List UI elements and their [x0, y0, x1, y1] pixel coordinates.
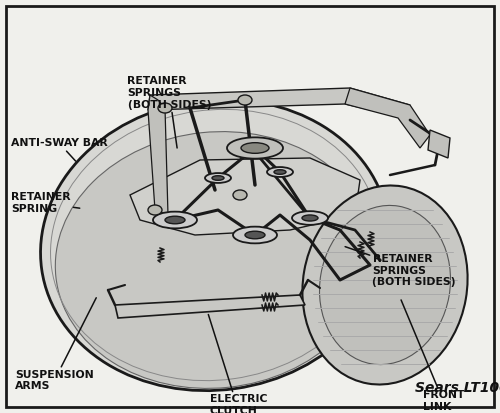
- Ellipse shape: [238, 95, 252, 105]
- Ellipse shape: [302, 185, 468, 385]
- Ellipse shape: [148, 205, 162, 215]
- Polygon shape: [428, 130, 450, 158]
- Text: SUSPENSION
ARMS: SUSPENSION ARMS: [15, 298, 96, 391]
- Ellipse shape: [153, 211, 197, 228]
- Text: FRONT
LINK: FRONT LINK: [401, 300, 464, 412]
- Ellipse shape: [241, 142, 269, 153]
- Ellipse shape: [165, 216, 185, 224]
- Ellipse shape: [227, 138, 283, 159]
- Ellipse shape: [212, 176, 224, 180]
- Text: RETAINER
SPRINGS
(BOTH SIDES): RETAINER SPRINGS (BOTH SIDES): [345, 247, 456, 287]
- Text: ELECTRIC
CLUTCH
PULLEY: ELECTRIC CLUTCH PULLEY: [208, 314, 268, 413]
- Ellipse shape: [205, 173, 231, 183]
- Ellipse shape: [274, 170, 286, 174]
- Ellipse shape: [233, 190, 247, 200]
- Ellipse shape: [40, 100, 390, 391]
- Text: ANTI-SWAY BAR: ANTI-SWAY BAR: [11, 138, 108, 161]
- Ellipse shape: [267, 167, 293, 177]
- Ellipse shape: [302, 215, 318, 221]
- Ellipse shape: [233, 227, 277, 243]
- Text: RETAINER
SPRINGS
(BOTH SIDES): RETAINER SPRINGS (BOTH SIDES): [128, 76, 211, 148]
- Polygon shape: [148, 88, 410, 118]
- Ellipse shape: [292, 211, 328, 225]
- Polygon shape: [115, 295, 305, 318]
- Polygon shape: [345, 88, 430, 148]
- Text: RETAINER
SPRING: RETAINER SPRING: [11, 192, 80, 214]
- Text: Sears LT1000: Sears LT1000: [415, 381, 500, 395]
- Ellipse shape: [320, 205, 450, 365]
- Ellipse shape: [245, 231, 265, 239]
- Polygon shape: [148, 95, 168, 215]
- Ellipse shape: [158, 103, 172, 113]
- Polygon shape: [130, 158, 360, 235]
- Ellipse shape: [56, 132, 374, 388]
